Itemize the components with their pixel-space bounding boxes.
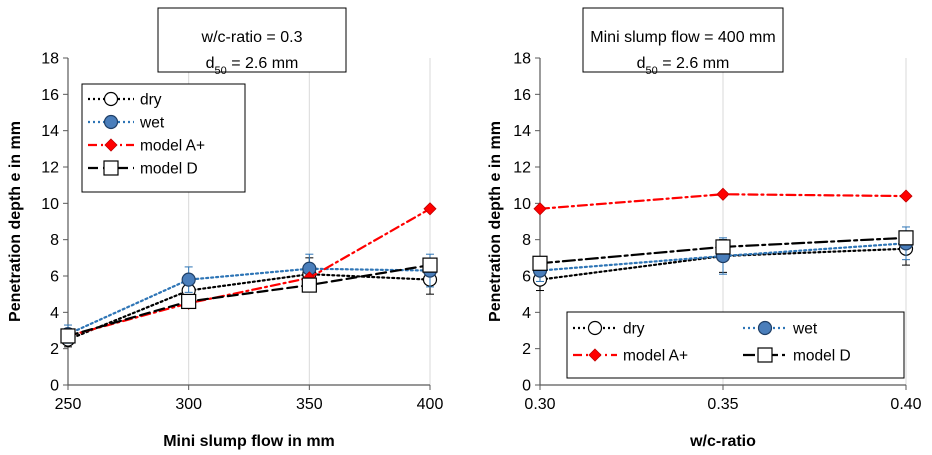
y-tick-label: 4 bbox=[50, 305, 59, 322]
legend-label: model A+ bbox=[140, 138, 205, 155]
legend-item: wet bbox=[88, 115, 165, 132]
series-line bbox=[66, 264, 432, 338]
y-tick-label: 10 bbox=[513, 196, 531, 213]
y-tick-label: 0 bbox=[522, 378, 531, 395]
series-model-a- bbox=[533, 187, 913, 216]
data-point bbox=[898, 230, 914, 246]
x-axis-title: w/c-ratio bbox=[689, 433, 756, 450]
y-tick-label: 6 bbox=[50, 269, 59, 286]
data-point bbox=[301, 277, 317, 293]
x-tick-label: 400 bbox=[417, 396, 444, 413]
y-tick-label: 4 bbox=[522, 305, 531, 322]
legend-marker bbox=[103, 114, 119, 130]
y-tick-label: 6 bbox=[522, 269, 531, 286]
series-model-d bbox=[60, 257, 438, 344]
series-line bbox=[66, 207, 432, 338]
y-axis-title: Penetration depth e in mm bbox=[7, 121, 24, 322]
data-point bbox=[715, 239, 731, 255]
x-axis-title: Mini slump flow in mm bbox=[163, 433, 335, 450]
x-tick-label: 0.35 bbox=[707, 396, 738, 413]
y-tick-label: 8 bbox=[522, 232, 531, 249]
legend-item: dry bbox=[88, 92, 162, 109]
y-tick-label: 0 bbox=[50, 378, 59, 395]
data-point bbox=[181, 293, 197, 310]
legend-label: model A+ bbox=[623, 348, 688, 365]
y-tick-label: 16 bbox=[41, 87, 59, 104]
legend-label: model D bbox=[140, 161, 198, 178]
y-tick-label: 16 bbox=[513, 87, 531, 104]
data-point bbox=[532, 255, 548, 271]
y-axis-title: Penetration depth e in mm bbox=[487, 121, 504, 322]
y-tick-label: 8 bbox=[50, 232, 59, 249]
annotation-line-2: d50 = 2.6 mm bbox=[637, 55, 730, 77]
chart-2: 0 2 4 6 8 10 12 14 16 18 0.30 0.35 0.40 w/c-ratio Pene… bbox=[487, 7, 922, 450]
annotation-line-2: d50 = 2.6 mm bbox=[206, 55, 299, 77]
x-tick-label: 0.40 bbox=[890, 396, 921, 413]
series-dry bbox=[60, 257, 438, 348]
annotation-line-1: w/c-ratio = 0.3 bbox=[201, 29, 303, 46]
annotation-box bbox=[157, 7, 347, 73]
y-tick-label: 12 bbox=[513, 160, 531, 177]
y-tick-label: 14 bbox=[513, 123, 531, 140]
legend-marker bbox=[587, 320, 603, 336]
legend-marker bbox=[103, 91, 119, 107]
annotation-box bbox=[582, 7, 784, 73]
x-tick-label: 300 bbox=[175, 396, 202, 413]
legend: dry wet model A+ model D bbox=[566, 311, 905, 379]
y-tick-label: 18 bbox=[41, 51, 59, 68]
data-point bbox=[899, 189, 913, 203]
y-tick-label: 14 bbox=[41, 123, 59, 140]
legend-label: wet bbox=[792, 321, 818, 338]
legend: dry wet model A+ model D bbox=[81, 83, 246, 193]
y-tick-label: 10 bbox=[41, 196, 59, 213]
data-point bbox=[423, 202, 437, 216]
legend-label: dry bbox=[623, 321, 645, 338]
series-line bbox=[538, 242, 908, 272]
series-model-d bbox=[532, 230, 914, 271]
chart-1: 0 2 4 6 8 10 12 14 16 18 250 300 350 400 Mini slump fl… bbox=[7, 7, 444, 450]
legend-item: model A+ bbox=[88, 138, 205, 155]
series-wet bbox=[60, 253, 438, 344]
data-point bbox=[60, 328, 76, 344]
x-tick-label: 0.30 bbox=[524, 396, 555, 413]
legend-item: model D bbox=[743, 347, 851, 365]
legend-item: dry bbox=[573, 321, 645, 338]
y-tick-label: 2 bbox=[522, 341, 531, 358]
y-tick-label: 12 bbox=[41, 160, 59, 177]
legend-label: dry bbox=[140, 92, 162, 109]
data-point bbox=[716, 187, 730, 201]
legend-item: model A+ bbox=[573, 348, 688, 365]
x-tick-label: 250 bbox=[55, 396, 82, 413]
legend-marker bbox=[588, 348, 602, 362]
y-tick-label: 2 bbox=[50, 341, 59, 358]
data-point bbox=[422, 257, 438, 273]
data-point bbox=[181, 272, 196, 287]
series-line bbox=[66, 267, 432, 336]
legend-marker bbox=[104, 138, 118, 152]
y-tick-label: 18 bbox=[513, 51, 531, 68]
legend-item: model D bbox=[88, 160, 198, 178]
legend-label: wet bbox=[139, 115, 165, 132]
legend-marker bbox=[757, 347, 773, 363]
legend-label: model D bbox=[793, 348, 851, 365]
series-line bbox=[66, 273, 432, 341]
data-point bbox=[533, 202, 547, 216]
legend-marker bbox=[103, 160, 119, 176]
x-tick-label: 350 bbox=[296, 396, 323, 413]
legend-item: wet bbox=[743, 321, 818, 338]
legend-box bbox=[566, 311, 905, 379]
legend-marker bbox=[757, 320, 773, 336]
annotation-line-1: Mini slump flow = 400 mm bbox=[590, 29, 775, 46]
